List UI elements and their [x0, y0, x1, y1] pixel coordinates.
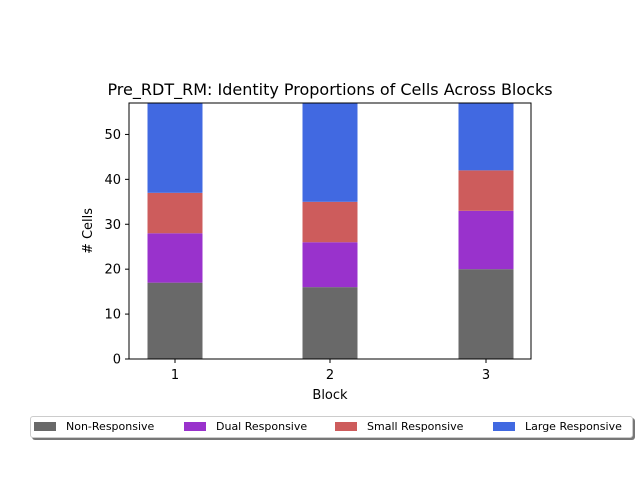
x-tick-label-3: 3: [482, 368, 490, 383]
legend-swatch-small-responsive: [335, 422, 357, 431]
x-tick-label-2: 2: [326, 368, 334, 383]
bar-block-2-dual-responsive: [302, 242, 358, 288]
y-tick-label-20: 20: [104, 263, 121, 278]
bar-block-3-small-responsive: [458, 170, 514, 211]
legend-swatch-non-responsive: [34, 422, 56, 431]
legend-item-dual-responsive: Dual Responsive: [184, 420, 307, 433]
bar-block-3-dual-responsive: [458, 210, 514, 270]
x-axis-label: Block: [312, 388, 348, 403]
legend-label-large-responsive: Large Responsive: [525, 420, 622, 433]
legend-item-large-responsive: Large Responsive: [493, 420, 622, 433]
y-tick-label-40: 40: [104, 173, 121, 188]
bar-block-3-large-responsive: [458, 103, 514, 171]
bar-block-1-large-responsive: [147, 103, 203, 193]
bar-block-1-non-responsive: [147, 282, 203, 359]
y-tick-label-30: 30: [104, 218, 121, 233]
legend: Non-Responsive Dual Responsive Small Res…: [30, 416, 633, 438]
legend-label-small-responsive: Small Responsive: [367, 420, 464, 433]
bar-block-2-small-responsive: [302, 201, 358, 243]
bar-block-2-large-responsive: [302, 103, 358, 202]
y-tick-label-0: 0: [113, 353, 121, 368]
legend-label-non-responsive: Non-Responsive: [66, 420, 155, 433]
y-tick-label-10: 10: [104, 308, 121, 323]
legend-item-small-responsive: Small Responsive: [335, 420, 463, 433]
y-tick-label-50: 50: [104, 128, 121, 143]
bar-block-1-small-responsive: [147, 192, 203, 234]
axes-group: 0 10 20 30 40 50 1 2 3: [104, 102, 532, 383]
legend-label-dual-responsive: Dual Responsive: [216, 420, 308, 433]
legend-swatch-large-responsive: [493, 422, 515, 431]
legend-item-non-responsive: Non-Responsive: [34, 420, 154, 433]
bar-block-3-non-responsive: [458, 269, 514, 359]
bar-block-2-non-responsive: [302, 287, 358, 359]
bars-group: [147, 103, 514, 359]
chart-title: Pre_RDT_RM: Identity Proportions of Cell…: [107, 80, 552, 100]
bar-block-1-dual-responsive: [147, 233, 203, 283]
legend-swatch-dual-responsive: [184, 422, 206, 431]
x-tick-label-1: 1: [171, 368, 179, 383]
y-axis-label: # Cells: [81, 208, 96, 254]
